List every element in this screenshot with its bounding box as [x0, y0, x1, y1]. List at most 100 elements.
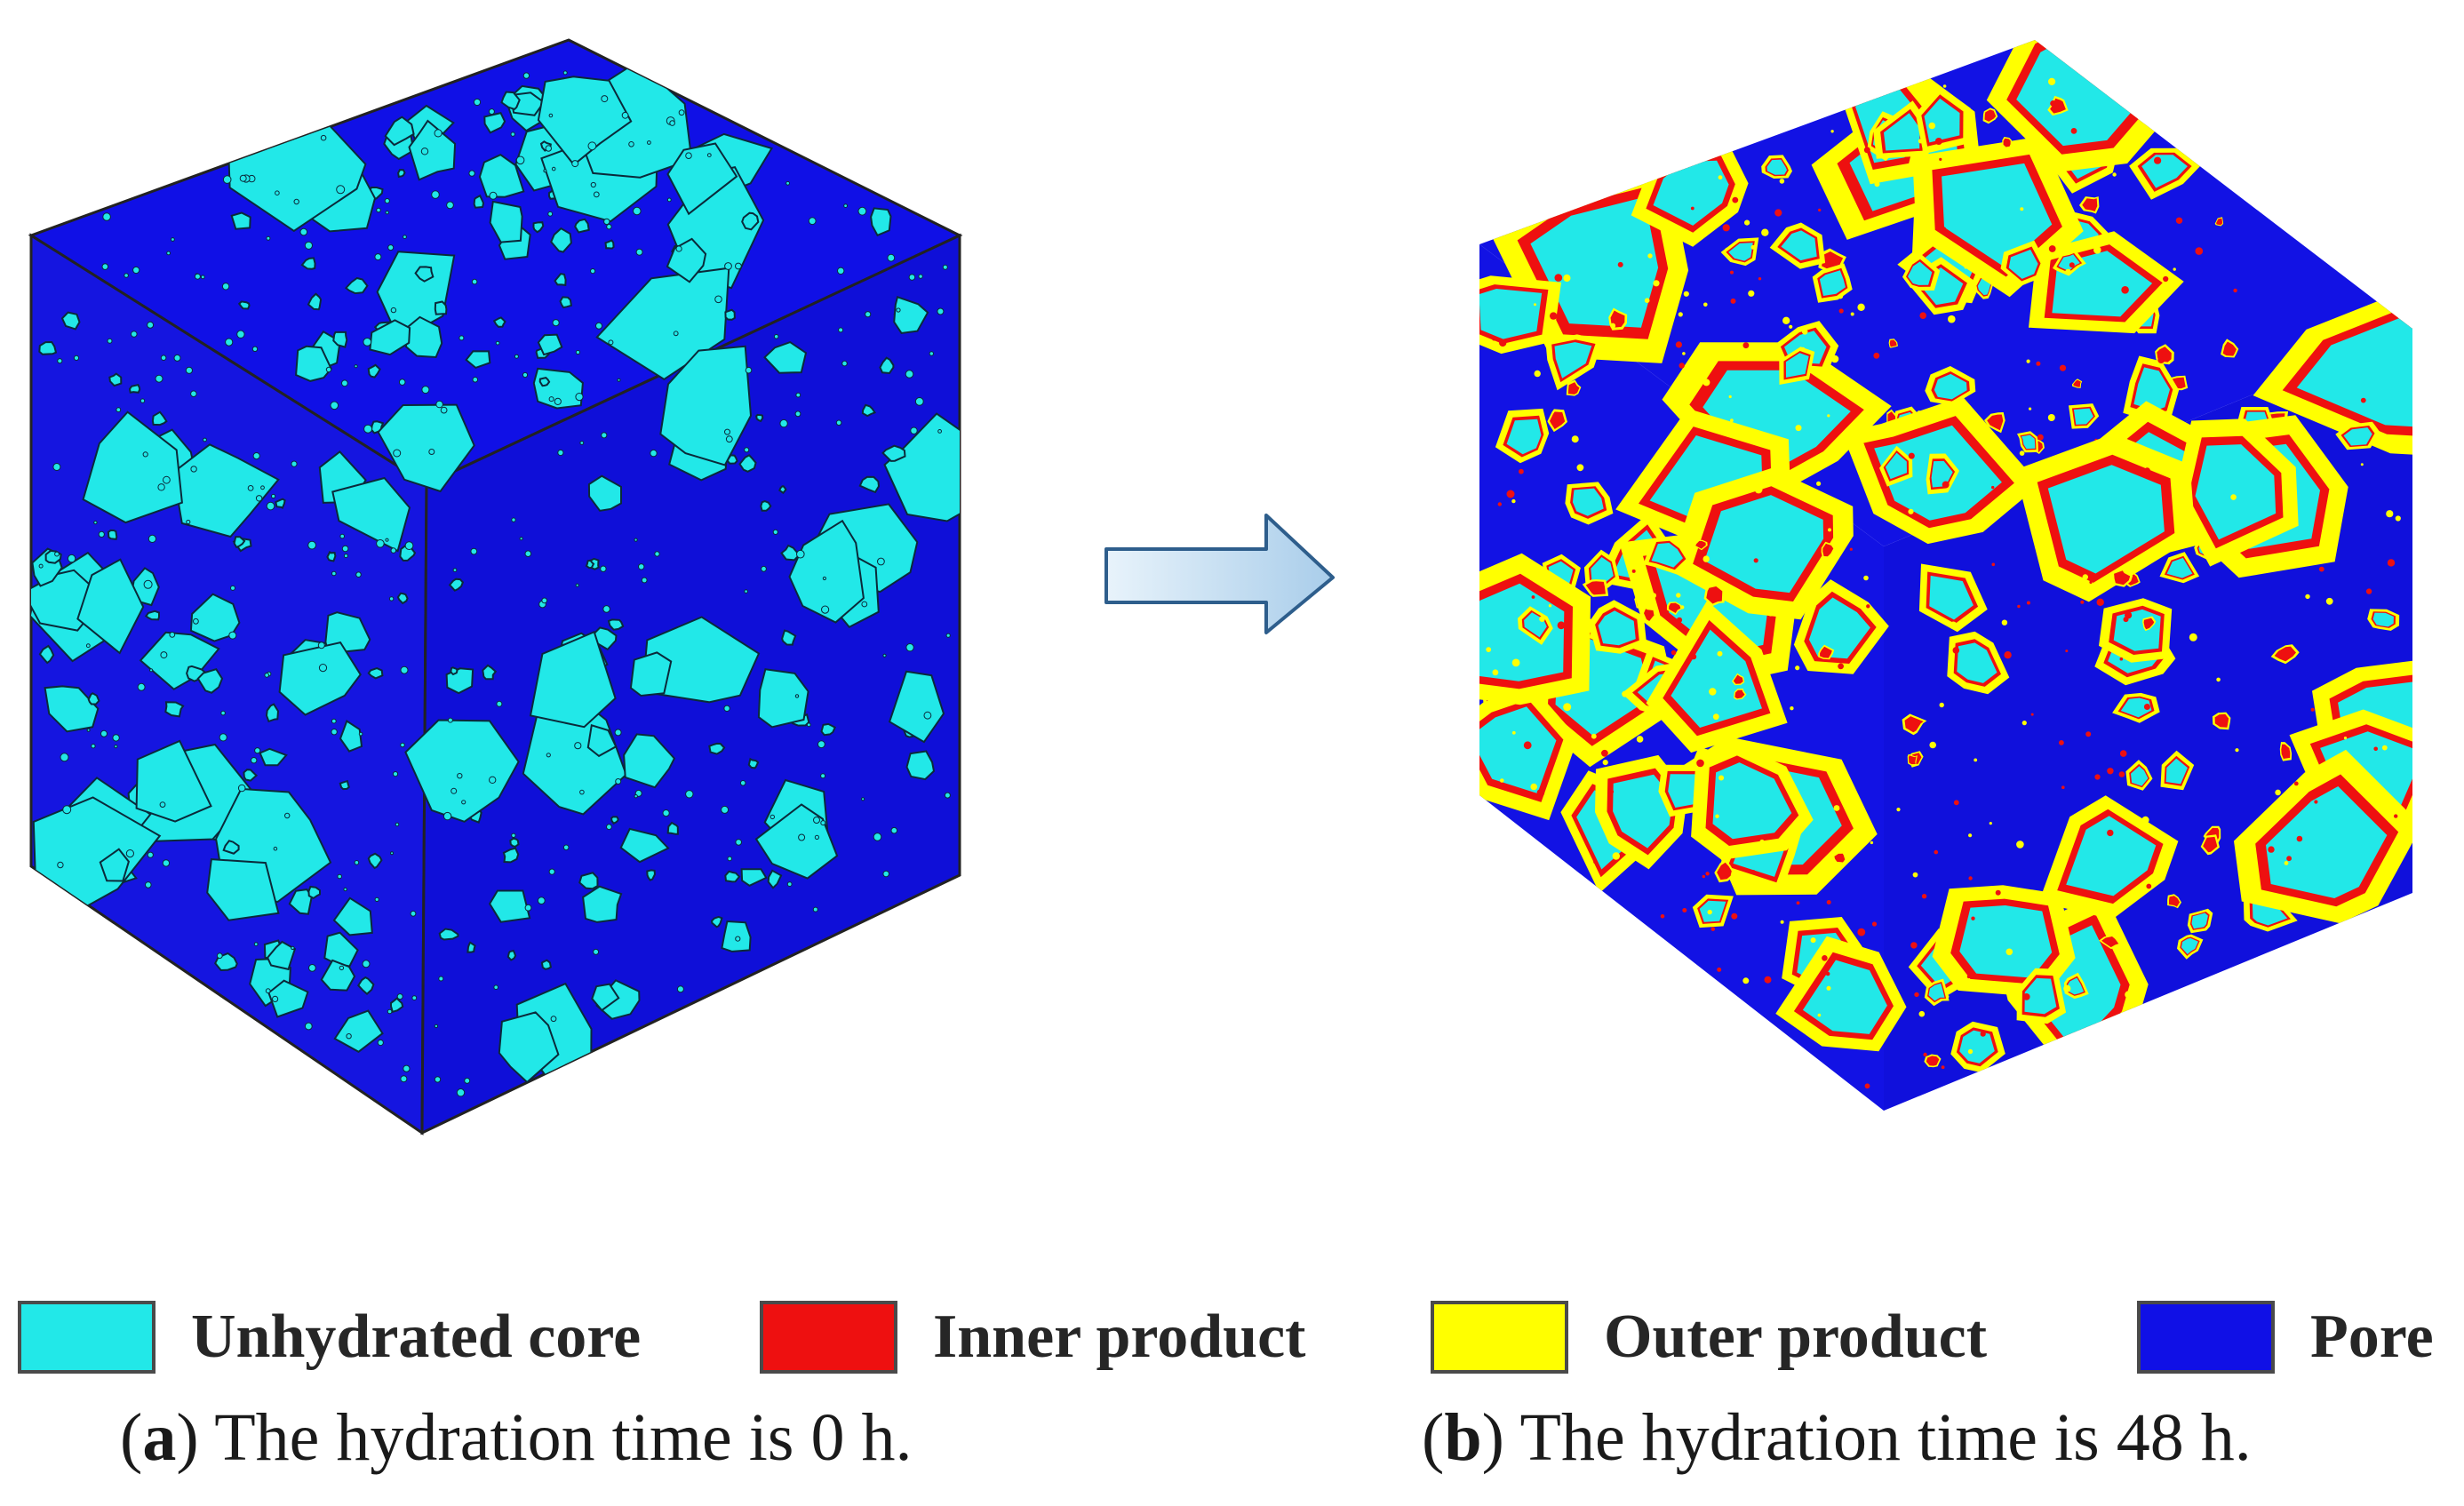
small-particle-dot — [2275, 789, 2281, 796]
small-particle-dot — [1563, 703, 1572, 712]
small-particle-dot — [1857, 303, 1865, 311]
small-particle-dot — [1857, 928, 1866, 936]
small-particle-dot — [377, 1039, 384, 1047]
small-particle-dot — [2399, 429, 2404, 434]
small-particle-dot — [1871, 921, 1878, 927]
caption-b-tag: b — [1444, 1400, 1482, 1475]
unhydrated-core-particle — [171, 443, 280, 538]
small-particle-dot — [814, 834, 820, 841]
small-particle-dot — [937, 307, 945, 315]
unhydrated-core-particle — [107, 529, 118, 540]
small-particle-dot — [1976, 264, 1981, 268]
small-particle-dot — [160, 651, 168, 659]
small-particle-dot — [724, 428, 730, 435]
small-particle-dot — [1491, 336, 1497, 341]
small-particle-dot — [522, 371, 529, 378]
unhydrated-core-particle — [108, 372, 123, 387]
small-particle-dot — [669, 120, 675, 126]
unhydrated-core-particle — [76, 558, 145, 655]
small-particle-dot — [2047, 414, 2055, 421]
small-particle-dot — [173, 354, 181, 362]
small-particle-dot — [942, 264, 948, 270]
legend-item-inner-product: Inner product — [760, 1279, 1305, 1395]
inner-product-rim — [2082, 198, 2098, 211]
small-particle-dot — [575, 393, 584, 402]
small-particle-dot — [147, 851, 154, 858]
unhydrated-core-particle — [2058, 254, 2080, 271]
small-particle-dot — [159, 801, 166, 808]
inner-product-rim — [1834, 853, 1846, 863]
small-particle-dot — [794, 694, 800, 698]
unhydrated-core-particle — [2073, 408, 2093, 425]
small-particle-dot — [1818, 208, 1822, 212]
small-particle-dot — [2386, 510, 2394, 518]
small-particle-dot — [562, 844, 570, 851]
unhydrated-core-particle — [666, 142, 738, 216]
inner-product-rim — [1706, 586, 1723, 604]
small-particle-dot — [1707, 909, 1712, 915]
small-particle-dot — [1816, 481, 1822, 486]
unhydrated-core-particle — [2266, 786, 2388, 898]
unhydrated-core-particle — [275, 498, 286, 509]
small-particle-dot — [331, 570, 337, 577]
unhydrated-core-particle — [710, 915, 723, 928]
unhydrated-core-particle — [755, 413, 764, 423]
small-particle-dot — [67, 554, 76, 563]
small-particle-dot — [431, 190, 440, 199]
unhydrated-core-particle — [295, 345, 332, 382]
unhydrated-core-particle — [448, 578, 465, 592]
small-particle-dot — [392, 771, 399, 777]
small-particle-dot — [1647, 253, 1653, 259]
small-particle-dot — [593, 191, 600, 198]
small-particle-dot — [273, 846, 278, 851]
small-particle-dot — [937, 429, 942, 434]
small-particle-dot — [2154, 156, 2162, 164]
small-particle-dot — [1826, 985, 1831, 991]
small-particle-dot — [1934, 849, 1939, 855]
unhydrated-core-particle — [38, 340, 58, 355]
small-particle-dot — [1825, 971, 1830, 976]
small-particle-dot — [2387, 559, 2396, 567]
small-particle-dot — [1499, 339, 1507, 347]
small-particle-dot — [1773, 767, 1780, 774]
small-particle-dot — [2085, 731, 2092, 737]
small-particle-dot — [1828, 528, 1831, 532]
small-particle-dot — [100, 729, 108, 737]
small-particle-dot — [2163, 275, 2169, 283]
cube-b — [1479, 40, 2412, 1111]
small-particle-dot — [162, 859, 171, 867]
small-particle-dot — [98, 530, 105, 538]
small-particle-dot — [1912, 872, 1918, 878]
unhydrated-core-particle — [44, 685, 100, 733]
small-particle-dot — [685, 152, 692, 159]
small-particle-dot — [515, 155, 525, 165]
small-particle-dot — [675, 245, 682, 252]
small-particle-dot — [587, 141, 597, 151]
small-particle-dot — [2063, 984, 2071, 992]
small-particle-dot — [1863, 575, 1869, 581]
inner-product-rim — [1822, 251, 1844, 270]
small-particle-dot — [654, 551, 660, 557]
small-particle-dot — [1722, 224, 1730, 232]
inner-product-rim — [1909, 755, 1917, 765]
caption-a-close: ) — [176, 1400, 199, 1475]
small-particle-dot — [1748, 290, 1755, 297]
inner-product-rim — [2203, 836, 2218, 853]
small-particle-dot — [603, 218, 610, 226]
small-particle-dot — [1676, 617, 1683, 623]
small-particle-dot — [562, 70, 568, 76]
small-particle-dot — [260, 485, 265, 490]
small-particle-dot — [843, 203, 848, 209]
small-particle-dot — [678, 109, 685, 116]
small-particle-dot — [786, 881, 793, 887]
small-particle-dot — [1718, 775, 1725, 781]
small-particle-dot — [137, 682, 146, 691]
small-particle-dot — [185, 366, 193, 374]
small-particle-dot — [62, 805, 72, 815]
small-particle-dot — [2045, 560, 2052, 565]
unhydrated-core-particle — [1554, 342, 1592, 378]
small-particle-dot — [548, 868, 555, 875]
small-particle-dot — [1800, 347, 1806, 352]
small-particle-dot — [125, 849, 134, 858]
